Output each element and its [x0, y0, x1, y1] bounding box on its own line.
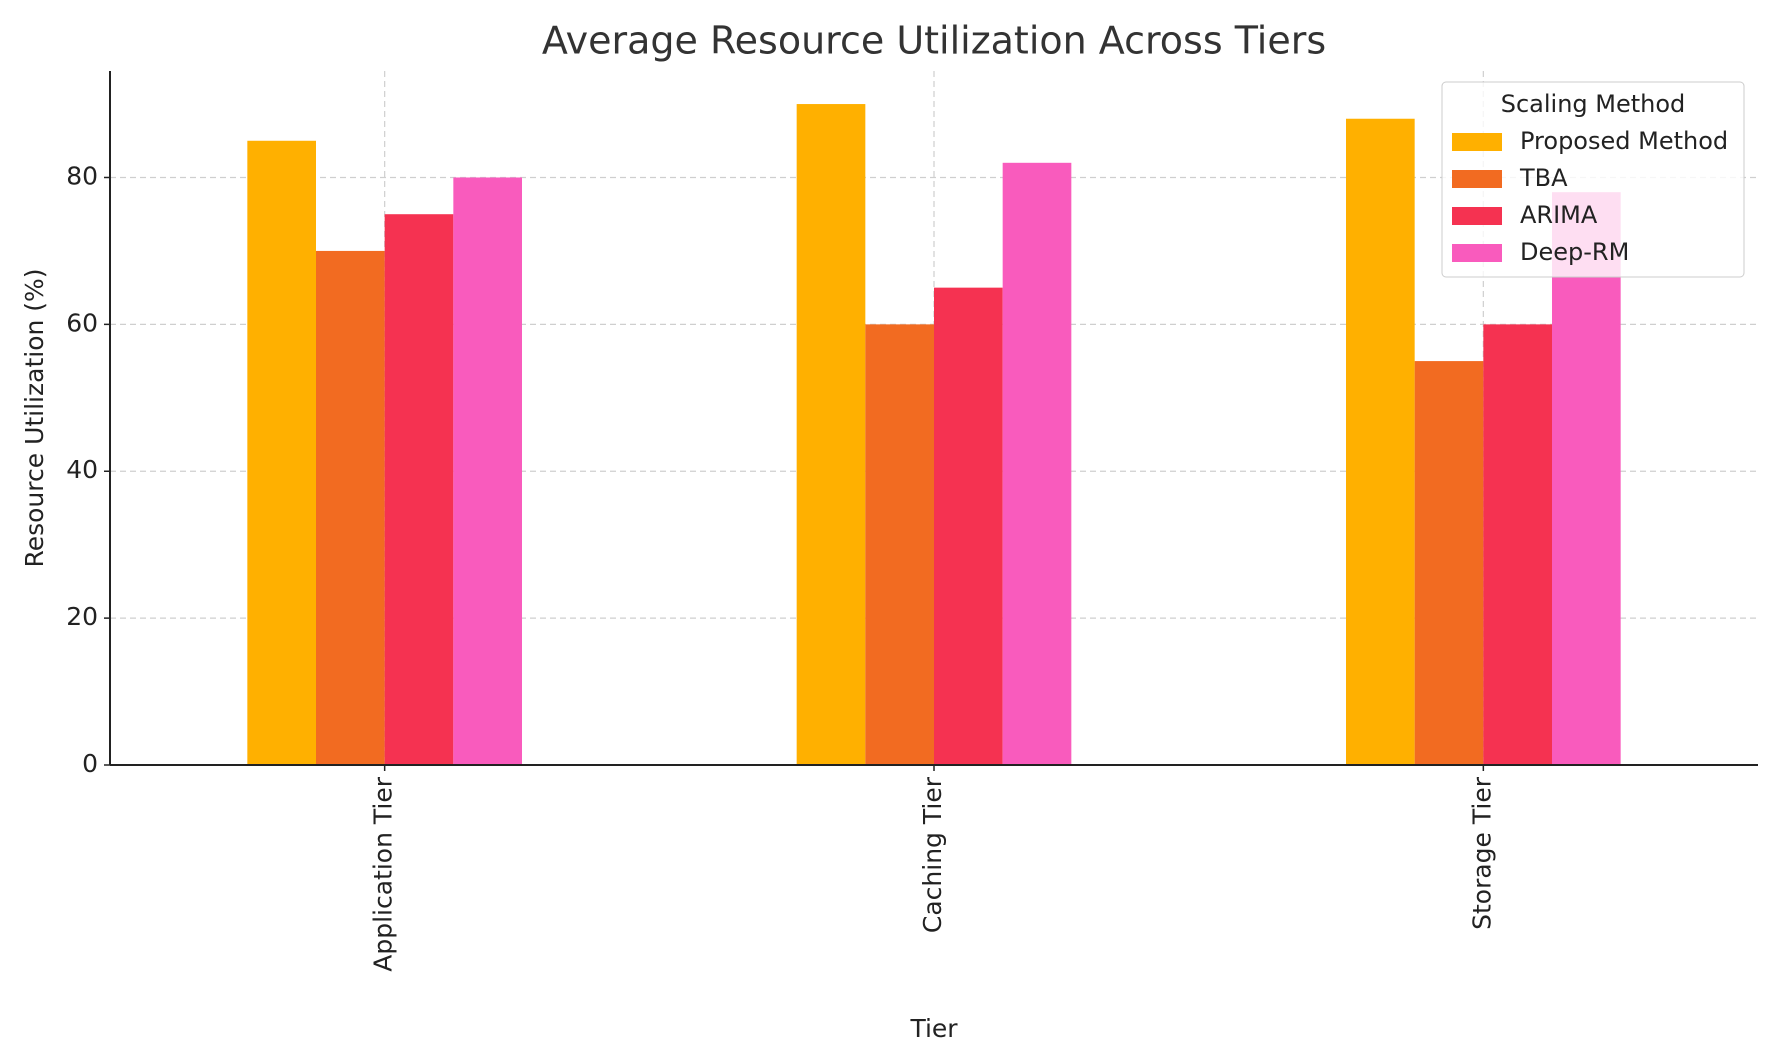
x-tick-label: Application Tier [369, 776, 398, 971]
legend-swatch [1452, 207, 1502, 225]
x-tick-label: Caching Tier [918, 776, 947, 933]
y-axis-label: Resource Utilization (%) [20, 268, 49, 567]
y-tick-label: 60 [66, 308, 98, 337]
bar [1346, 118, 1415, 765]
legend-label: Proposed Method [1520, 127, 1728, 155]
bar [1414, 361, 1484, 765]
bar [384, 214, 454, 765]
legend-label: ARIMA [1520, 201, 1598, 229]
bar [1552, 192, 1621, 765]
bar [247, 140, 316, 765]
bar [1483, 324, 1552, 765]
legend-label: Deep-RM [1520, 238, 1629, 266]
legend-title: Scaling Method [1501, 90, 1686, 118]
y-tick-label: 0 [82, 749, 98, 778]
bar [796, 104, 866, 766]
legend-swatch [1452, 133, 1502, 151]
bar [1002, 162, 1072, 765]
x-tick-label: Storage Tier [1467, 776, 1496, 930]
legend-box [1441, 81, 1745, 278]
y-tick-label: 40 [66, 455, 98, 484]
y-tick-label: 80 [66, 161, 98, 190]
bar [453, 177, 522, 766]
x-axis-label: Tier [909, 1014, 958, 1043]
legend-label: TBA [1519, 164, 1568, 192]
bar [316, 250, 385, 766]
bar [934, 287, 1003, 765]
legend-swatch [1452, 170, 1502, 188]
legend-swatch [1452, 244, 1502, 262]
chart-title: Average Resource Utilization Across Tier… [542, 19, 1326, 63]
bar [865, 324, 934, 765]
y-tick-label: 20 [66, 602, 98, 631]
